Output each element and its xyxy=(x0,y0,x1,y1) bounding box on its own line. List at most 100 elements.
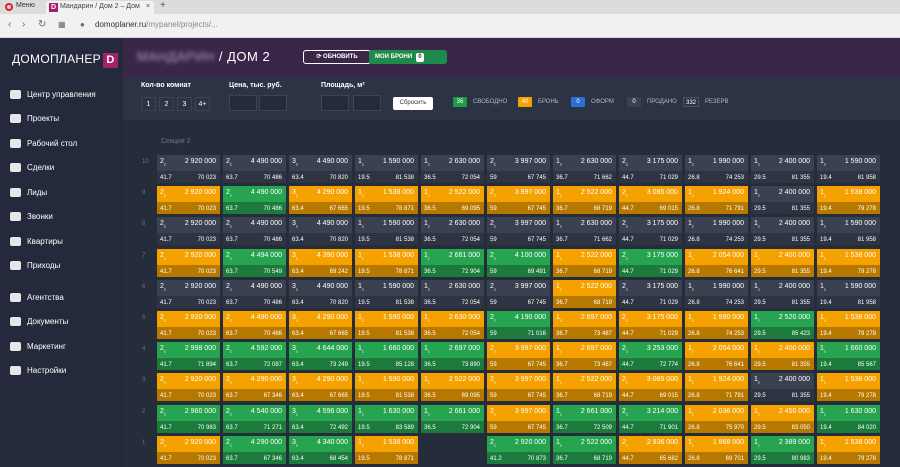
apartment-cell[interactable]: 2с 2 936 000 44.7 65 682 xyxy=(619,435,682,464)
apartment-cell[interactable]: 1с 2 400 000 29.5 81 355 xyxy=(751,279,814,308)
apartment-cell[interactable]: 1с 2 661 000 36.5 72 904 xyxy=(421,404,484,433)
apartment-cell[interactable]: 3с 4 390 000 63.4 69 242 xyxy=(289,248,352,277)
apartment-cell[interactable]: 2с 3 997 000 59 67 745 xyxy=(487,186,550,215)
apartment-cell[interactable]: 1с 1 590 000 19.5 81 538 xyxy=(355,217,418,246)
apartment-cell[interactable]: 2с 2 920 000 41.7 70 023 xyxy=(157,279,220,308)
apartment-cell[interactable]: 1с 1 590 000 19.5 81 538 xyxy=(355,279,418,308)
apartment-cell[interactable]: 1с 1 924 000 26.8 71 791 xyxy=(685,373,748,402)
apartment-cell[interactable]: 1с 2 697 000 36.7 73 487 xyxy=(553,342,616,371)
sidebar-item-6[interactable]: Звонки xyxy=(10,205,120,230)
apartment-cell[interactable]: 2с 2 920 000 41.7 70 023 xyxy=(157,186,220,215)
apartment-cell[interactable]: 2с 3 253 000 44.7 72 774 xyxy=(619,342,682,371)
apartment-cell[interactable]: 2с 4 490 000 63.7 70 486 xyxy=(223,217,286,246)
apartment-cell[interactable]: 2с 2 920 000 41.7 70 023 xyxy=(157,373,220,402)
apartment-cell[interactable]: 1с 2 054 000 26.8 76 641 xyxy=(685,248,748,277)
apartment-cell[interactable]: 2с 3 997 000 59 67 745 xyxy=(487,404,550,433)
new-tab-icon[interactable]: + xyxy=(160,0,166,11)
apartment-cell[interactable]: 3с 4 644 000 63.4 73 249 xyxy=(289,342,352,371)
apartment-cell[interactable]: 2с 3 997 000 59 67 745 xyxy=(487,342,550,371)
apartment-cell[interactable]: 3с 4 490 000 63.4 70 820 xyxy=(289,217,352,246)
browser-menu[interactable]: Меню xyxy=(16,2,35,9)
apartment-cell[interactable]: 1с 2 630 000 36.5 72 054 xyxy=(421,279,484,308)
apartment-cell[interactable]: 1с 2 661 000 36.5 72 904 xyxy=(421,248,484,277)
apartment-cell[interactable]: 1с 1 590 000 19.5 81 538 xyxy=(355,155,418,183)
sidebar-item-9[interactable]: Агентства xyxy=(10,285,120,310)
apartment-cell[interactable]: 2с 2 920 000 41.7 70 023 xyxy=(157,311,220,339)
apartment-cell[interactable]: 1с 2 630 000 36.5 72 054 xyxy=(421,155,484,183)
apartment-cell[interactable]: 3с 4 340 000 63.4 68 454 xyxy=(289,435,352,464)
apartment-cell[interactable]: 2с 3 997 000 59 67 745 xyxy=(487,155,550,183)
apartment-cell[interactable]: 1с 2 630 000 36.7 71 662 xyxy=(553,217,616,246)
apartment-cell[interactable]: 1с 1 538 000 19.4 79 278 xyxy=(817,248,880,277)
apartment-cell[interactable]: 1с 2 630 000 36.5 72 054 xyxy=(421,217,484,246)
apartment-cell[interactable]: 2с 4 100 000 59 69 491 xyxy=(487,248,550,277)
apartment-cell[interactable]: 2с 3 997 000 59 67 745 xyxy=(487,279,550,308)
apartment-cell[interactable]: 1с 2 522 000 36.7 68 719 xyxy=(553,248,616,277)
apartment-cell[interactable]: 2с 2 920 000 41.7 70 023 xyxy=(157,217,220,246)
apartment-cell[interactable]: 2с 3 175 000 44.7 71 029 xyxy=(619,279,682,308)
apartment-cell[interactable]: 2с 4 490 000 63.7 70 486 xyxy=(223,186,286,215)
apartment-cell[interactable]: 1с 2 697 000 36.5 73 890 xyxy=(421,342,484,371)
apartment-cell[interactable]: 1с 1 538 000 19.5 78 871 xyxy=(355,186,418,215)
rooms-option-3[interactable]: 3 xyxy=(177,97,192,111)
rooms-option-1[interactable]: 1 xyxy=(141,97,156,111)
apartment-cell[interactable]: 1с 1 660 000 19.5 85 128 xyxy=(355,342,418,371)
url-field[interactable]: domoplaner.ru/mypanel/projects/... xyxy=(95,20,218,29)
apartment-cell[interactable]: 1с 2 522 000 36.7 68 719 xyxy=(553,373,616,402)
apartment-cell[interactable]: 3с 4 490 000 63.4 70 820 xyxy=(289,155,352,183)
apartment-cell[interactable]: 1с 2 522 000 36.5 69 095 xyxy=(421,373,484,402)
sidebar-item-4[interactable]: Сделки xyxy=(10,156,120,181)
apartment-cell[interactable]: 2с 3 175 000 44.7 71 029 xyxy=(619,217,682,246)
apartment-cell[interactable]: 2с 4 540 000 63.7 71 271 xyxy=(223,404,286,433)
apartment-cell[interactable]: 1с 2 522 000 36.7 68 719 xyxy=(553,279,616,308)
apartment-cell[interactable]: 1с 2 389 000 29.5 80 983 xyxy=(751,435,814,464)
apartment-cell[interactable]: 3с 4 290 000 63.4 67 665 xyxy=(289,186,352,215)
apartment-cell[interactable]: 2с 4 290 000 63.7 67 346 xyxy=(223,435,286,464)
apartment-cell[interactable]: 2с 2 920 000 41.2 70 873 xyxy=(487,435,550,464)
apartment-cell[interactable]: 1с 2 400 000 29.5 81 355 xyxy=(751,342,814,371)
apartment-cell[interactable]: 1с 1 538 000 19.5 78 871 xyxy=(355,248,418,277)
apartment-cell[interactable]: 3с 4 290 000 63.4 67 665 xyxy=(289,311,352,339)
apartment-cell[interactable]: 2с 4 290 000 63.7 67 346 xyxy=(223,373,286,402)
apartment-cell[interactable]: 2с 3 175 000 44.7 71 029 xyxy=(619,155,682,183)
sidebar-item-8[interactable]: Приходы xyxy=(10,254,120,279)
apartment-cell[interactable]: 1с 2 661 000 36.7 72 509 xyxy=(553,404,616,433)
apartment-cell[interactable]: 1с 2 522 000 36.7 68 719 xyxy=(553,435,616,464)
apartment-cell[interactable]: 1с 1 990 000 26.8 74 253 xyxy=(685,155,748,183)
apartment-cell[interactable]: 2с 4 190 000 59 71 016 xyxy=(487,311,550,339)
apartment-cell[interactable]: 1с 1 990 000 26.8 74 253 xyxy=(685,279,748,308)
apartment-cell[interactable]: 2с 2 920 000 41.7 70 023 xyxy=(157,435,220,464)
price-min-input[interactable] xyxy=(229,95,257,111)
apartment-cell[interactable]: 2с 2 960 000 41.7 70 983 xyxy=(157,404,220,433)
apartment-cell[interactable]: 1с 1 538 000 19.5 78 871 xyxy=(355,435,418,464)
sidebar-item-3[interactable]: Рабочий стол xyxy=(10,131,120,156)
apartment-cell[interactable]: 2с 2 920 000 41.7 70 023 xyxy=(157,155,220,183)
apartment-cell[interactable]: 2с 3 085 000 44.7 69 015 xyxy=(619,373,682,402)
apartment-cell[interactable]: 1с 1 868 000 26.8 69 701 xyxy=(685,435,748,464)
apartment-cell[interactable]: 1с 2 522 000 36.5 69 095 xyxy=(421,186,484,215)
sidebar-item-2[interactable]: Проекты xyxy=(10,107,120,132)
apartment-cell[interactable]: 1с 2 054 000 26.8 76 641 xyxy=(685,342,748,371)
apartment-cell[interactable]: 3с 4 490 000 63.4 70 820 xyxy=(289,279,352,308)
apartment-cell[interactable]: 3с 4 596 000 63.4 72 492 xyxy=(289,404,352,433)
sidebar-item-11[interactable]: Маркетинг xyxy=(10,334,120,359)
apartment-cell[interactable]: 2с 3 175 000 44.7 71 029 xyxy=(619,311,682,339)
apartment-cell[interactable]: 1с 2 450 000 29.5 83 050 xyxy=(751,404,814,433)
sidebar-item-1[interactable]: Центр управления xyxy=(10,82,120,107)
apartment-cell[interactable]: 2с 3 175 000 44.7 71 029 xyxy=(619,248,682,277)
apartment-cell[interactable]: 1с 1 660 000 19.4 85 567 xyxy=(817,342,880,371)
speed-dial-icon[interactable]: ▦ xyxy=(58,20,66,29)
apartment-cell[interactable]: 1с 2 630 000 36.5 72 054 xyxy=(421,311,484,339)
sidebar-item-10[interactable]: Документы xyxy=(10,310,120,335)
apartment-cell[interactable]: 1с 1 538 000 19.4 79 278 xyxy=(817,311,880,339)
apartment-cell[interactable]: 2с 3 214 000 44.7 71 901 xyxy=(619,404,682,433)
apartment-cell[interactable]: 1с 1 630 000 19.4 84 020 xyxy=(817,404,880,433)
apartment-cell[interactable]: 1с 1 538 000 19.4 79 278 xyxy=(817,373,880,402)
apartment-cell[interactable]: 2с 4 490 000 63.7 70 486 xyxy=(223,155,286,183)
opera-logo-icon[interactable] xyxy=(5,3,13,11)
apartment-cell[interactable]: 1с 2 520 000 29.5 85 423 xyxy=(751,311,814,339)
apartment-cell[interactable]: 2с 3 997 000 59 67 745 xyxy=(487,217,550,246)
apartment-cell[interactable]: 2с 4 494 000 63.7 70 549 xyxy=(223,248,286,277)
apartment-cell[interactable]: 2с 4 490 000 63.7 70 486 xyxy=(223,311,286,339)
apartment-cell[interactable]: 2с 4 490 000 63.7 70 486 xyxy=(223,279,286,308)
